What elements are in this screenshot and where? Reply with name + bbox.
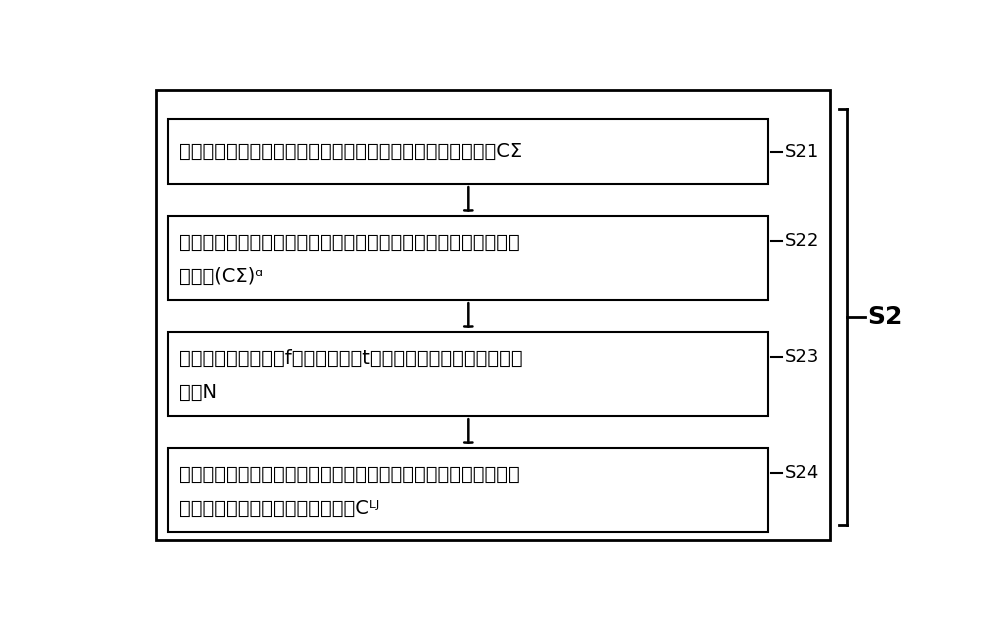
- Text: 根据不同的采样周期f以及积分时窗t进行乘法计算得到了设定采样: 根据不同的采样周期f以及积分时窗t进行乘法计算得到了设定采样: [179, 349, 523, 368]
- Text: S22: S22: [785, 232, 820, 250]
- Text: 的积量，并以此作为故障检测信号Cᴸᴶ: 的积量，并以此作为故障检测信号Cᴸᴶ: [179, 499, 380, 518]
- Bar: [168, 448, 768, 533]
- Text: 次数N: 次数N: [179, 383, 217, 402]
- Text: S24: S24: [785, 464, 820, 482]
- Bar: [168, 332, 768, 416]
- Text: S23: S23: [785, 348, 820, 366]
- Text: S21: S21: [785, 143, 820, 161]
- Text: 在设定的时窗内对空间模量变化量的幂变换进行积分累变化而得到: 在设定的时窗内对空间模量变化量的幂变换进行积分累变化而得到: [179, 465, 520, 484]
- Text: 幂变换(CΣ)ᵅ: 幂变换(CΣ)ᵅ: [179, 267, 263, 286]
- Text: 将得到的空间模量信号通过差分变换计算得到空间模量变化量CΣ: 将得到的空间模量信号通过差分变换计算得到空间模量变化量CΣ: [179, 142, 522, 161]
- Text: 将得到的空间相量变化量进行指数运算后的到的空间模量变化量的: 将得到的空间相量变化量进行指数运算后的到的空间模量变化量的: [179, 233, 520, 252]
- Bar: [156, 90, 830, 539]
- Bar: [168, 215, 768, 300]
- Text: S2: S2: [867, 305, 903, 329]
- Bar: [168, 119, 768, 184]
